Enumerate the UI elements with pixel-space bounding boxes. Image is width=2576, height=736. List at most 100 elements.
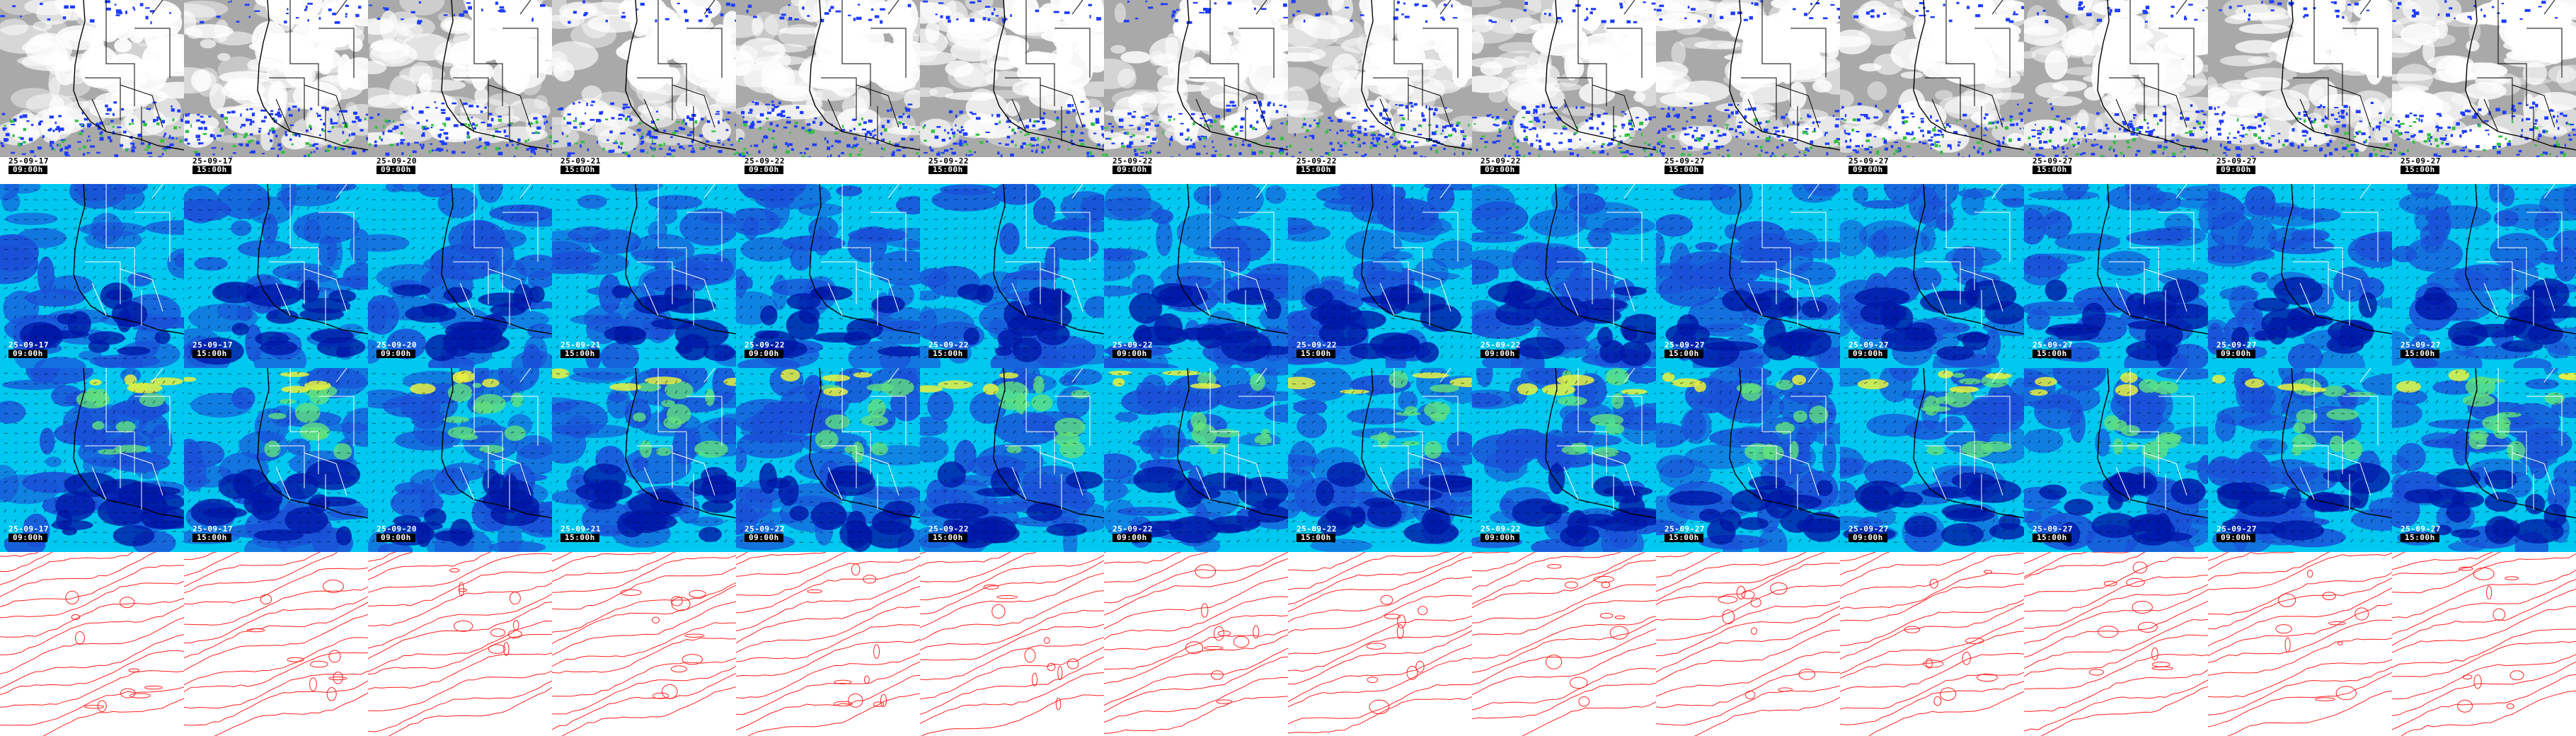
wind-700-map (1840, 368, 2024, 552)
wind-850-panel: 25-09-27 09:00h (1840, 184, 2024, 368)
frame-date: 25-09-22 (928, 524, 969, 534)
wind-field-row-upper: 25-09-17 09:00h 25-09-17 15:00h 25-09-20 09:0… (0, 184, 2576, 368)
pressure-contours-map (1472, 552, 1656, 736)
frame-timestamp: 25-09-20 09:00h (368, 341, 417, 358)
wind-700-panel: 25-09-27 15:00h (1656, 368, 1840, 552)
frame-timestamp: 25-09-22 15:00h (920, 525, 969, 542)
frame-time: 09:00h (376, 166, 415, 174)
frame-date: 25-09-27 (1664, 340, 1705, 350)
satellite-panel: 25-09-21 15:00h (552, 0, 736, 184)
wind-850-map (1288, 184, 1472, 368)
satellite-panel: 25-09-27 15:00h (1656, 0, 1840, 184)
frame-time: 09:00h (1112, 166, 1151, 174)
frame-time: 09:00h (744, 166, 783, 174)
wind-850-map (736, 184, 920, 368)
wind-850-map (1840, 184, 2024, 368)
frame-date: 25-09-22 (744, 156, 785, 166)
frame-timestamp: 25-09-22 09:00h (1104, 341, 1153, 358)
wind-850-panel: 25-09-27 09:00h (2208, 184, 2392, 368)
pressure-contours-panel (184, 552, 368, 736)
pressure-contours-map (920, 552, 1104, 736)
frame-time: 09:00h (8, 534, 47, 542)
satellite-panel: 25-09-22 09:00h (1104, 0, 1288, 184)
wind-700-map (1656, 368, 1840, 552)
satellite-map (2024, 0, 2208, 184)
wind-700-map (1472, 368, 1656, 552)
wind-850-panel: 25-09-21 15:00h (552, 184, 736, 368)
frame-time: 15:00h (1664, 534, 1703, 542)
frame-date: 25-09-20 (376, 156, 417, 166)
pressure-contours-panel (368, 552, 552, 736)
frame-time: 09:00h (2216, 534, 2255, 542)
frame-timestamp: 25-09-27 09:00h (2208, 525, 2257, 542)
pressure-contours-panel (0, 552, 184, 736)
wind-850-map (920, 184, 1104, 368)
wind-850-map (2392, 184, 2576, 368)
wind-700-panel: 25-09-27 15:00h (2392, 368, 2576, 552)
satellite-panel: 25-09-22 15:00h (920, 0, 1104, 184)
frame-time: 09:00h (2216, 350, 2255, 358)
satellite-map (920, 0, 1104, 184)
wind-700-panel: 25-09-27 15:00h (2024, 368, 2208, 552)
satellite-map (0, 0, 184, 184)
pressure-contours-panel (1104, 552, 1288, 736)
frame-date: 25-09-27 (1848, 340, 1889, 350)
frame-timestamp: 25-09-22 09:00h (736, 157, 785, 174)
frame-timestamp: 25-09-21 15:00h (552, 525, 601, 542)
wind-700-panel: 25-09-20 09:00h (368, 368, 552, 552)
satellite-map (2392, 0, 2576, 184)
frame-timestamp: 25-09-17 09:00h (0, 341, 49, 358)
wind-field-row-lower: 25-09-17 09:00h 25-09-17 15:00h 25-09-20 09:0… (0, 368, 2576, 552)
frame-time: 15:00h (1664, 350, 1703, 358)
pressure-contours-panel (1840, 552, 2024, 736)
frame-date: 25-09-22 (1112, 524, 1153, 534)
satellite-map (736, 0, 920, 184)
frame-date: 25-09-20 (376, 524, 417, 534)
frame-timestamp: 25-09-27 15:00h (1656, 341, 1705, 358)
frame-date: 25-09-17 (8, 524, 49, 534)
frame-date: 25-09-22 (1480, 524, 1521, 534)
satellite-panel: 25-09-20 09:00h (368, 0, 552, 184)
frame-date: 25-09-22 (1112, 156, 1153, 166)
frame-timestamp: 25-09-21 15:00h (552, 341, 601, 358)
frame-timestamp: 25-09-27 15:00h (2392, 341, 2441, 358)
wind-850-panel: 25-09-27 15:00h (1656, 184, 1840, 368)
frame-time: 15:00h (560, 166, 599, 174)
satellite-panel: 25-09-27 15:00h (2024, 0, 2208, 184)
pressure-contours-map (2208, 552, 2392, 736)
frame-date: 25-09-22 (928, 340, 969, 350)
frame-time: 15:00h (560, 534, 599, 542)
frame-timestamp: 25-09-20 09:00h (368, 157, 417, 174)
frame-date: 25-09-27 (1848, 524, 1889, 534)
pressure-contours-map (0, 552, 184, 736)
frame-date: 25-09-21 (560, 156, 601, 166)
frame-date: 25-09-27 (2216, 524, 2257, 534)
satellite-panel: 25-09-22 15:00h (1288, 0, 1472, 184)
frame-timestamp: 25-09-22 15:00h (920, 341, 969, 358)
pressure-contours-panel (736, 552, 920, 736)
wind-850-map (1472, 184, 1656, 368)
frame-date: 25-09-27 (1848, 156, 1889, 166)
frame-date: 25-09-22 (1296, 340, 1337, 350)
frame-date: 25-09-17 (8, 340, 49, 350)
frame-timestamp: 25-09-17 15:00h (184, 525, 233, 542)
wind-700-map (736, 368, 920, 552)
wind-850-panel: 25-09-17 15:00h (184, 184, 368, 368)
satellite-map (1472, 0, 1656, 184)
frame-time: 15:00h (560, 350, 599, 358)
frame-timestamp: 25-09-22 09:00h (1104, 525, 1153, 542)
satellite-panel: 25-09-17 15:00h (184, 0, 368, 184)
satellite-panel: 25-09-22 09:00h (736, 0, 920, 184)
wind-700-panel: 25-09-22 09:00h (1104, 368, 1288, 552)
frame-timestamp: 25-09-27 09:00h (1840, 341, 1889, 358)
pressure-contours-map (1288, 552, 1472, 736)
frame-date: 25-09-27 (2032, 340, 2073, 350)
frame-timestamp: 25-09-17 15:00h (184, 157, 233, 174)
satellite-map (552, 0, 736, 184)
satellite-map (2208, 0, 2392, 184)
frame-time: 09:00h (8, 166, 47, 174)
wind-700-map (184, 368, 368, 552)
frame-date: 25-09-27 (2400, 524, 2441, 534)
wind-850-map (1656, 184, 1840, 368)
